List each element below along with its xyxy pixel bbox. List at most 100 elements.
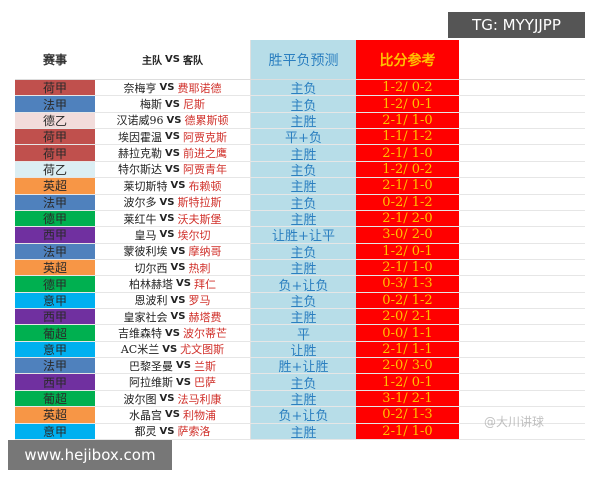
prediction-cell: 胜+让胜: [251, 358, 356, 375]
vs-label: VS: [165, 147, 180, 159]
empty-cell: [459, 374, 585, 389]
table-row: 法甲 梅斯 VS 尼斯 主负 1-2/ 0-1: [15, 96, 585, 114]
away-team: 阿贾青年: [182, 163, 227, 177]
score-cell: 2-1/ 1-0: [356, 259, 459, 276]
vs-label: VS: [165, 409, 180, 421]
match-cell: 赫拉克勒 VS 前进之鹰: [95, 145, 251, 161]
away-team: 波尔蒂芒: [182, 327, 227, 341]
table-row: 意甲 AC米兰 VS 尤文图斯 让胜 2-1/ 1-1: [15, 341, 585, 359]
score-cell: 2-1/ 1-0: [356, 112, 459, 129]
table-row: 英超 莱切斯特 VS 布赖顿 主胜 2-1/ 1-0: [15, 178, 585, 195]
prediction-cell: 主胜: [251, 178, 356, 195]
score-cell: 2-1/ 2-0: [356, 210, 459, 227]
league-cell: 英超: [15, 178, 95, 194]
home-team: 赫拉克勒: [118, 147, 163, 161]
vs-label: VS: [176, 376, 191, 388]
empty-cell: [459, 325, 585, 340]
home-team: 蒙彼利埃: [123, 245, 168, 259]
league-cell: 意甲: [15, 341, 95, 358]
prediction-cell: 主胜: [251, 112, 356, 130]
header-away: 客队: [182, 56, 203, 67]
score-cell: 2-1/ 1-0: [356, 145, 459, 161]
away-team: 热刺: [188, 261, 211, 275]
match-cell: 都灵 VS 萨索洛: [95, 423, 251, 439]
prediction-cell: 主负: [251, 161, 356, 179]
home-team: 波尔图: [123, 392, 157, 406]
away-team: 阿贾克斯: [182, 130, 227, 144]
table-row: 意甲 恩波利 VS 罗马 主负 0-2/ 1-2: [15, 292, 585, 310]
tg-watermark: TG: MYYJJPP: [448, 12, 585, 38]
home-team: 恩波利: [134, 294, 168, 308]
score-cell: 0-2/ 1-2: [356, 292, 459, 309]
vs-label: VS: [166, 114, 182, 126]
table-row: 意甲 都灵 VS 萨索洛 主胜 2-1/ 1-0: [15, 423, 585, 441]
away-team: 摩纳哥: [188, 245, 222, 259]
home-team: 奈梅亨: [123, 81, 157, 95]
score-cell: 0-0/ 1-1: [356, 325, 459, 341]
away-team: 罗马: [188, 294, 211, 308]
table-row: 西甲 皇家社会 VS 赫塔费 主胜 2-0/ 2-1: [15, 309, 585, 326]
empty-cell: [459, 260, 585, 275]
empty-cell: [459, 178, 585, 193]
away-team: 前进之鹰: [182, 147, 227, 161]
away-team: 布赖顿: [188, 179, 222, 193]
prediction-cell: 负+让负: [251, 276, 356, 294]
match-cell: 水晶宫 VS 利物浦: [95, 407, 251, 423]
match-cell: 波尔多 VS 斯特拉斯: [95, 194, 251, 210]
prediction-cell: 主胜: [251, 423, 356, 441]
match-cell: AC米兰 VS 尤文图斯: [95, 341, 251, 358]
table-row: 德乙 汉诺威96 VS 德累斯顿 主胜 2-1/ 1-0: [15, 112, 585, 130]
league-cell: 意甲: [15, 423, 95, 439]
vs-label: VS: [176, 360, 191, 372]
vs-label: VS: [170, 180, 186, 192]
empty-cell: [459, 211, 585, 226]
prediction-cell: 平+负: [251, 129, 356, 146]
table-row: 德甲 柏林赫塔 VS 拜仁 负+让负 0-3/ 1-3: [15, 276, 585, 294]
match-cell: 奈梅亨 VS 费耶诺德: [95, 80, 251, 96]
empty-cell: [459, 195, 585, 210]
match-cell: 埃因霍温 VS 阿贾克斯: [95, 129, 251, 145]
home-team: 汉诺威96: [116, 114, 164, 128]
empty-cell: [459, 358, 585, 373]
table-row: 葡超 波尔图 VS 法马利康 主胜 3-1/ 2-1: [15, 390, 585, 408]
home-team: 莱切斯特: [123, 179, 168, 193]
table-row: 西甲 阿拉维斯 VS 巴萨 主负 1-2/ 0-1: [15, 374, 585, 392]
empty-cell: [459, 391, 585, 406]
home-team: 都灵: [134, 425, 157, 439]
prediction-cell: 主负: [251, 80, 356, 97]
league-cell: 荷甲: [15, 80, 95, 96]
match-cell: 吉维森特 VS 波尔蒂芒: [95, 325, 251, 341]
score-cell: 1-1/ 1-2: [356, 129, 459, 145]
score-cell: 2-1/ 1-1: [356, 341, 459, 358]
empty-cell: [459, 162, 585, 177]
match-cell: 柏林赫塔 VS 拜仁: [95, 276, 251, 292]
prediction-cell: 主负: [251, 374, 356, 392]
match-cell: 皇马 VS 埃尔切: [95, 227, 251, 243]
table-row: 荷甲 赫拉克勒 VS 前进之鹰 主胜 2-1/ 1-0: [15, 145, 585, 163]
header-home: 主队: [142, 56, 163, 67]
away-team: 埃尔切: [177, 228, 211, 242]
prediction-cell: 主胜: [251, 309, 356, 326]
home-team: 埃因霍温: [118, 130, 163, 144]
score-cell: 2-1/ 1-0: [356, 178, 459, 194]
league-cell: 德乙: [15, 112, 95, 129]
prediction-cell: 平: [251, 325, 356, 343]
header-score: 比分参考: [356, 40, 459, 79]
away-team: 尤文图斯: [180, 343, 225, 357]
league-cell: 西甲: [15, 374, 95, 390]
vs-label: VS: [165, 327, 180, 339]
prediction-cell: 主胜: [251, 145, 356, 163]
away-team: 萨索洛: [177, 425, 211, 439]
score-cell: 3-1/ 2-1: [356, 390, 459, 407]
vs-label: VS: [159, 196, 175, 208]
league-cell: 荷乙: [15, 161, 95, 178]
score-cell: 1-2/ 0-1: [356, 96, 459, 112]
vs-label: VS: [159, 213, 175, 225]
vs-label: VS: [170, 294, 186, 306]
away-team: 德累斯顿: [184, 114, 229, 128]
match-cell: 皇家社会 VS 赫塔费: [95, 309, 251, 325]
away-team: 费耶诺德: [177, 81, 222, 95]
match-cell: 巴黎圣曼 VS 兰斯: [95, 358, 251, 374]
vs-label: VS: [165, 163, 180, 175]
home-team: 柏林赫塔: [129, 278, 174, 291]
